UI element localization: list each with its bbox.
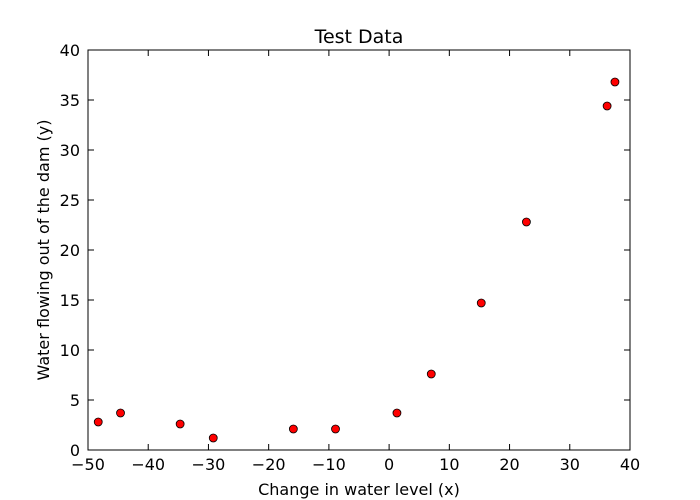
x-tick-label: −50 <box>71 455 105 474</box>
data-points <box>93 77 620 443</box>
y-tick-label: 40 <box>60 41 80 60</box>
data-point <box>392 408 402 418</box>
x-tick-label: 20 <box>499 455 519 474</box>
x-tick-label: 10 <box>439 455 459 474</box>
data-point <box>331 424 340 434</box>
x-axis-label: Change in water level (x) <box>258 480 460 499</box>
plot-frame <box>87 49 631 451</box>
data-point <box>522 217 531 227</box>
data-point <box>175 419 185 429</box>
y-axis-label: Water flowing out of the dam (y) <box>34 120 53 381</box>
x-tick-label: 40 <box>620 455 640 474</box>
y-tick-label: 10 <box>60 341 80 360</box>
y-tick-label: 15 <box>60 291 80 310</box>
data-point <box>426 369 436 379</box>
x-tick-label: −20 <box>252 455 286 474</box>
axis-tick-labels: −50 −40 −30 −20 −10 0 10 20 30 40 0 5 10 15 20 25 30 35 40 <box>60 41 641 474</box>
data-point <box>93 417 103 427</box>
chart-title: Test Data <box>314 26 404 48</box>
x-tick-label: −40 <box>131 455 165 474</box>
data-point <box>602 101 612 111</box>
data-point <box>208 433 218 443</box>
x-tick-label: 30 <box>560 455 580 474</box>
x-tick-label: −10 <box>312 455 346 474</box>
y-tick-label: 0 <box>70 441 80 460</box>
y-tick-label: 5 <box>70 391 80 410</box>
data-point <box>476 298 486 308</box>
data-point <box>610 77 620 87</box>
y-tick-label: 30 <box>60 141 80 160</box>
x-tick-label: 0 <box>384 455 394 474</box>
y-tick-label: 20 <box>60 241 80 260</box>
data-point <box>288 424 298 434</box>
y-tick-label: 35 <box>60 91 80 110</box>
x-tick-label: −30 <box>192 455 226 474</box>
y-tick-label: 25 <box>60 191 80 210</box>
data-point <box>116 408 125 418</box>
